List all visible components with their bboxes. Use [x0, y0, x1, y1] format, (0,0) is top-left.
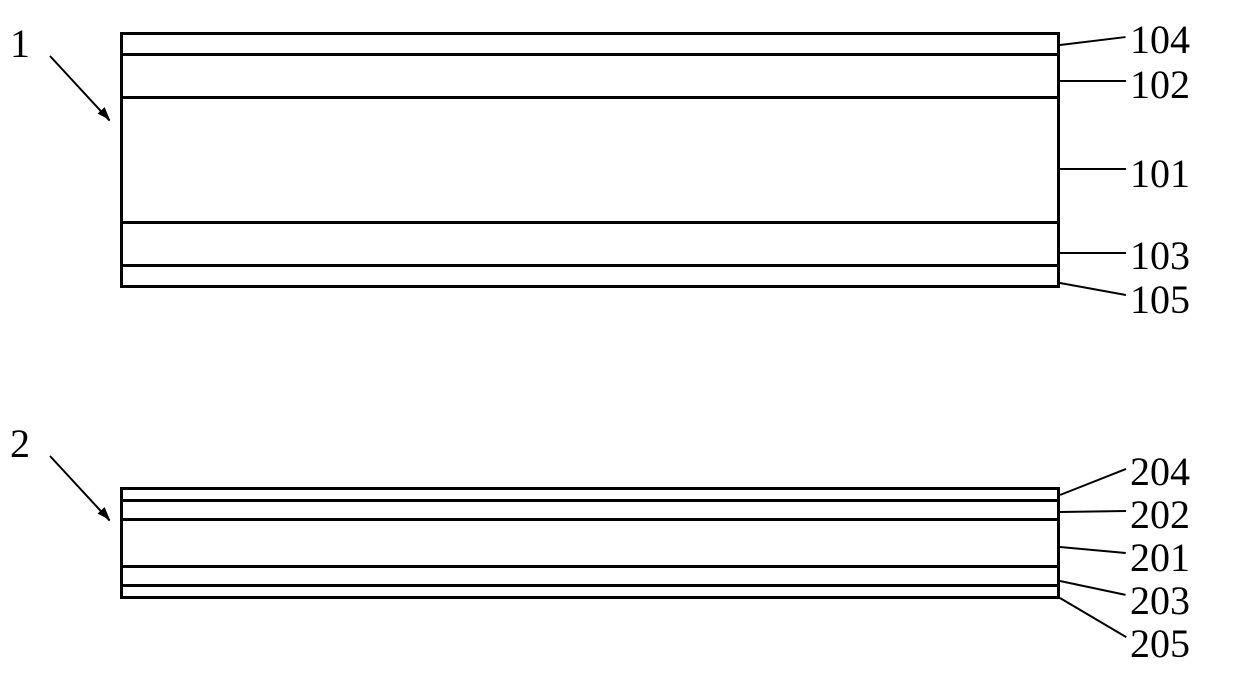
leader-line: [1059, 597, 1126, 638]
leader-line: [1060, 510, 1126, 513]
leader-line: [1060, 546, 1126, 554]
leader-line: [1060, 282, 1126, 296]
layer-label-204: 204: [1130, 448, 1190, 495]
group-label: 2: [10, 420, 30, 467]
layer-label-202: 202: [1130, 491, 1190, 538]
layer-label-104: 104: [1130, 16, 1190, 63]
layer-label-203: 203: [1130, 577, 1190, 624]
layer-label-101: 101: [1130, 150, 1190, 197]
layer-103: [120, 221, 1060, 267]
leader-line: [1060, 168, 1126, 170]
layer-label-102: 102: [1130, 61, 1190, 108]
leader-line: [1060, 580, 1126, 596]
layer-205: [120, 584, 1060, 599]
layer-101: [120, 96, 1060, 224]
layer-label-103: 103: [1130, 232, 1190, 279]
layer-stack: [120, 32, 1060, 288]
layer-label-205: 205: [1130, 620, 1190, 667]
group-label: 1: [10, 20, 30, 67]
layer-label-105: 105: [1130, 276, 1190, 323]
layer-102: [120, 53, 1060, 99]
layer-105: [120, 264, 1060, 288]
leader-line: [1060, 36, 1126, 46]
layer-stack: [120, 487, 1060, 599]
layer-label-201: 201: [1130, 534, 1190, 581]
leader-line: [1060, 252, 1126, 254]
leader-line: [1060, 80, 1126, 82]
leader-line: [1060, 468, 1127, 496]
layer-201: [120, 518, 1060, 568]
